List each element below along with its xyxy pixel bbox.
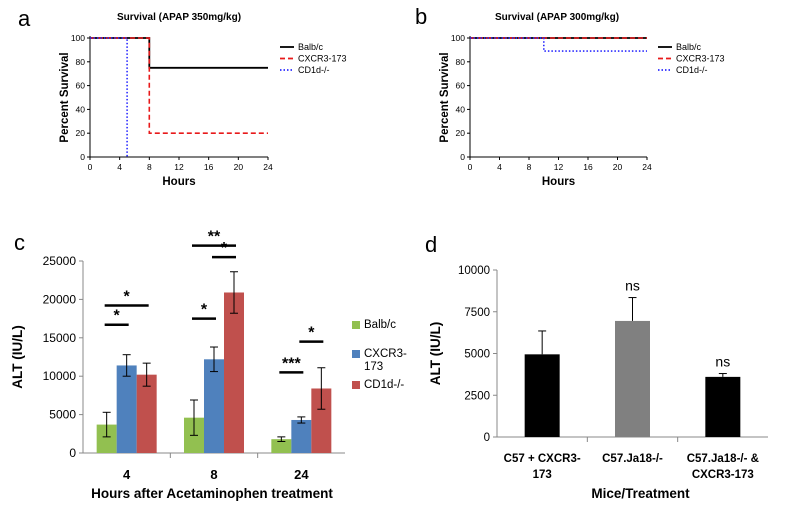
y-tick-label: 0 — [484, 432, 490, 444]
y-axis-label: ALT (IU/L) — [10, 325, 25, 388]
bar-cxcr3-173-24 — [291, 419, 312, 453]
y-tick-label: 7500 — [464, 307, 490, 319]
x-axis-label: Hours — [542, 176, 575, 188]
x-tick-label: 20 — [613, 162, 623, 172]
legend-label-balb-c: Balb/c — [364, 319, 396, 331]
legend-swatch-cd1d — [352, 381, 360, 389]
x-tick-label: 8 — [147, 162, 152, 172]
y-tick-label: 80 — [76, 57, 86, 67]
x-category-label: 4 — [123, 467, 131, 482]
y-axis-label: Percent Survival — [439, 52, 451, 142]
y-tick-label: 100 — [451, 33, 465, 43]
y-tick-label: 0 — [69, 446, 76, 460]
y-tick-label: 5000 — [464, 349, 490, 361]
legend-label-cd1d: CD1d-/- — [364, 379, 404, 391]
bar-c57-ja18 — [615, 320, 650, 437]
x-tick-label: 0 — [88, 162, 93, 172]
y-tick-label: 20 — [456, 128, 466, 138]
bar-c57-cxcr3-173 — [524, 354, 560, 437]
x-category-label: C57.Ja18-/- — [602, 453, 663, 465]
y-tick-label: 80 — [456, 57, 466, 67]
bar-cxcr3-173-8 — [204, 359, 224, 453]
y-tick-label: 20000 — [43, 292, 77, 306]
x-tick-label: 12 — [554, 162, 564, 172]
y-tick-label: 15000 — [43, 331, 77, 345]
significance-label: * — [114, 308, 121, 325]
x-tick-label: 16 — [204, 162, 214, 172]
series-line-cxcr3-173 — [90, 37, 268, 134]
y-tick-label: 0 — [460, 152, 465, 162]
series-line-balb-c — [90, 37, 268, 69]
significance-label: * — [201, 302, 208, 319]
bar-cd1d-4 — [136, 374, 157, 453]
y-tick-label: 100 — [71, 33, 85, 43]
legend-swatch-balb-c — [352, 321, 360, 329]
x-tick-label: 24 — [642, 162, 652, 172]
ns-annotation: ns — [625, 278, 640, 294]
x-tick-label: 4 — [117, 162, 122, 172]
bar-balb-c-4 — [96, 424, 117, 453]
bar-cd1d-8 — [224, 292, 244, 453]
y-tick-label: 5000 — [49, 408, 76, 422]
panel-c-alt-bar-chart: 0 5000 10000 15000 20000 25000 ALT (IU/L) Hours… — [10, 229, 407, 501]
x-tick-label: 16 — [583, 162, 593, 172]
y-tick-label: 25000 — [43, 254, 77, 268]
panel-a-survival-chart: Survival (APAP 350mg/kg) 0 20 40 60 80 100 0 4 8 1… — [59, 12, 347, 188]
panel-letter-b: b — [415, 4, 427, 29]
bar-cd1d-24 — [311, 388, 332, 453]
legend-swatch-cxcr3-173 — [352, 350, 360, 358]
significance-label: * — [221, 240, 228, 257]
bar-cxcr3-173-4 — [116, 365, 137, 453]
bar-c57-ja18-cxcr3-173 — [705, 376, 741, 437]
x-tick-label: 20 — [234, 162, 244, 172]
panel-letter-c: c — [14, 230, 25, 255]
y-tick-label: 60 — [456, 81, 466, 91]
panel-letter-d: d — [425, 232, 437, 257]
panel-d-alt-bar-chart: 0 2500 5000 7500 10000 ALT (IU/L) Mice/Treatme… — [428, 265, 768, 501]
chart-title: Survival (APAP 300mg/kg) — [495, 12, 619, 23]
y-tick-label: 10000 — [458, 265, 490, 277]
x-category-label: C57.Ja18-/- & CXCR3-173 — [687, 453, 759, 481]
legend-label-balb-c: Balb/c — [676, 42, 702, 52]
ns-annotation: ns — [715, 354, 730, 370]
y-tick-label: 40 — [76, 104, 86, 114]
legend-label-balb-c: Balb/c — [298, 42, 324, 52]
x-category-label: C57 + CXCR3-173 — [504, 453, 581, 481]
x-tick-label: 8 — [527, 162, 532, 172]
y-tick-label: 0 — [80, 152, 85, 162]
series-line-cd1d — [90, 37, 128, 157]
significance-label: * — [308, 325, 315, 342]
x-category-label: 24 — [294, 467, 309, 482]
legend-label-cxcr3-173: CXCR3-173 — [298, 54, 347, 64]
chart-title: Survival (APAP 350mg/kg) — [117, 12, 241, 23]
y-tick-label: 20 — [76, 128, 86, 138]
y-axis-label: Percent Survival — [59, 52, 71, 142]
panel-letter-a: a — [18, 6, 31, 31]
x-tick-label: 4 — [497, 162, 502, 172]
series-line-cd1d — [470, 37, 647, 52]
x-tick-label: 0 — [468, 162, 473, 172]
significance-label: * — [124, 289, 131, 306]
significance-label: ** — [208, 229, 221, 246]
y-tick-label: 10000 — [43, 369, 77, 383]
legend-label-cd1d: CD1d-/- — [298, 65, 330, 75]
x-tick-label: 24 — [263, 162, 273, 172]
legend-label-cd1d: CD1d-/- — [676, 65, 708, 75]
legend-label-cxcr3-173: CXCR3-173 — [676, 54, 725, 64]
x-axis-label: Hours after Acetaminophen treatment — [91, 486, 333, 501]
x-axis-label: Mice/Treatment — [591, 486, 690, 501]
legend-label-cxcr3-173: CXCR3-173 — [364, 348, 407, 373]
x-tick-label: 12 — [174, 162, 184, 172]
bar-balb-c-24 — [271, 439, 292, 453]
panel-b-survival-chart: Survival (APAP 300mg/kg) 0 20 40 60 80 100 0 4 8 1… — [439, 12, 725, 188]
y-tick-label: 40 — [456, 104, 466, 114]
x-category-label: 8 — [210, 467, 217, 482]
x-axis-label: Hours — [162, 176, 195, 188]
y-tick-label: 60 — [76, 81, 86, 91]
significance-label: *** — [282, 355, 301, 372]
y-tick-label: 2500 — [464, 390, 490, 402]
y-axis-label: ALT (IU/L) — [428, 322, 443, 385]
